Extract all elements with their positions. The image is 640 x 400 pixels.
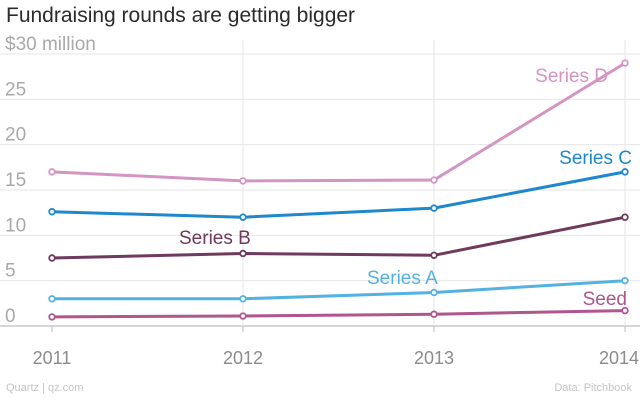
data-point bbox=[621, 276, 629, 285]
series-line-series-d bbox=[50, 61, 627, 183]
series-line-seed bbox=[50, 309, 627, 319]
data-point bbox=[239, 295, 247, 303]
x-tick-label: 2013 bbox=[414, 348, 454, 368]
chart-title: Fundraising rounds are getting bigger bbox=[6, 4, 356, 27]
y-tick-label: 20 bbox=[5, 125, 26, 146]
series-line-series-c bbox=[50, 170, 627, 219]
y-tick-label: 5 bbox=[5, 261, 16, 282]
series-lines bbox=[48, 59, 629, 321]
data-point bbox=[621, 213, 629, 221]
y-tick-label: 10 bbox=[5, 215, 26, 236]
data-point bbox=[621, 59, 629, 67]
x-tick-label: 2012 bbox=[223, 348, 263, 368]
x-tick-label: 2014 bbox=[599, 348, 639, 368]
data-point bbox=[430, 310, 438, 318]
data-point bbox=[239, 213, 247, 221]
data-point bbox=[430, 204, 438, 212]
data-point bbox=[430, 251, 438, 259]
series-labels: Series D Series C Series B Series A Seed bbox=[179, 66, 632, 310]
data-point bbox=[621, 168, 629, 176]
data-point bbox=[621, 306, 629, 315]
series-label: Series D bbox=[535, 66, 608, 87]
y-tick-label: 0 bbox=[5, 306, 16, 327]
series-line-series-b bbox=[50, 215, 627, 260]
x-axis: 2011 2012 2013 2014 bbox=[33, 326, 639, 368]
y-tick-label: 15 bbox=[5, 170, 26, 191]
x-tick-label: 2011 bbox=[33, 348, 72, 368]
data-point bbox=[430, 288, 438, 297]
series-label: Series C bbox=[559, 148, 632, 169]
y-tick-label: $30 million bbox=[5, 34, 96, 55]
data-point bbox=[48, 254, 56, 262]
data-point bbox=[239, 177, 247, 185]
data-point bbox=[430, 176, 438, 184]
data-source: Data: Pitchbook bbox=[554, 382, 632, 394]
data-point bbox=[48, 208, 56, 216]
data-point bbox=[48, 295, 56, 303]
y-axis: 0 5 10 15 20 25 $30 million bbox=[5, 34, 96, 327]
data-point bbox=[48, 313, 56, 321]
data-point bbox=[239, 312, 247, 320]
series-label: Series B bbox=[179, 228, 251, 249]
series-line-series-a bbox=[50, 279, 627, 301]
y-tick-label: 25 bbox=[5, 79, 26, 100]
data-point bbox=[48, 168, 56, 176]
series-label: Series A bbox=[367, 268, 438, 289]
data-point bbox=[239, 249, 247, 258]
source-credit: Quartz | qz.com bbox=[6, 382, 84, 394]
series-label: Seed bbox=[583, 289, 627, 310]
